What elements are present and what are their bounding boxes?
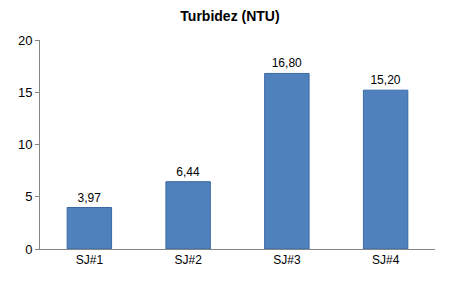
svg-text:SJ#3: SJ#3 [273,253,301,267]
svg-text:SJ#4: SJ#4 [372,253,400,267]
svg-text:SJ#2: SJ#2 [174,253,202,267]
svg-text:Turbidez (NTU): Turbidez (NTU) [180,8,279,24]
svg-text:20: 20 [18,33,32,48]
svg-text:SJ#1: SJ#1 [76,253,104,267]
svg-text:0: 0 [25,242,32,257]
svg-text:3,97: 3,97 [78,191,102,205]
svg-text:15,20: 15,20 [370,73,400,87]
svg-text:5: 5 [25,189,32,204]
svg-text:16,80: 16,80 [272,56,302,70]
svg-text:15: 15 [18,85,32,100]
svg-text:10: 10 [18,137,32,152]
svg-text:6,44: 6,44 [176,165,200,179]
